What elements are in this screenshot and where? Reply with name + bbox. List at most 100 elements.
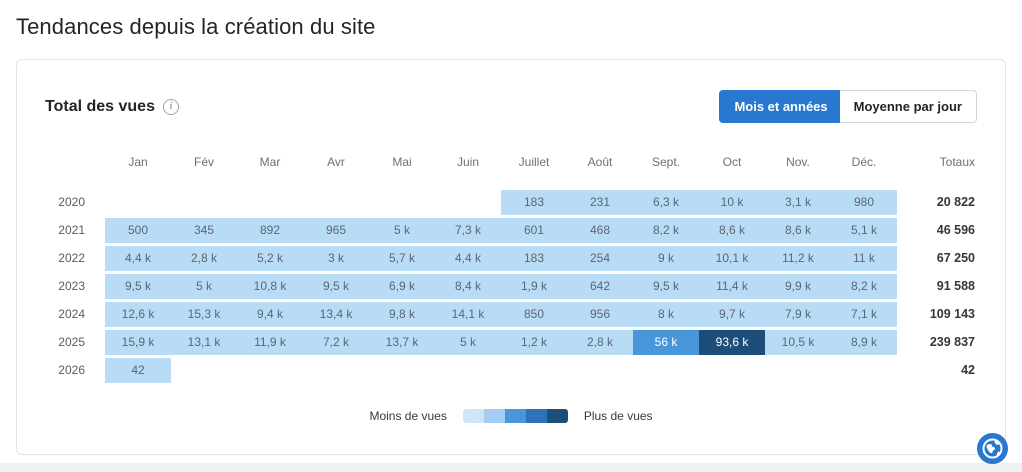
heatmap-cell: 9,4 k bbox=[237, 302, 303, 327]
month-header: Jan bbox=[128, 155, 148, 169]
heatmap-cell: 9,8 k bbox=[369, 302, 435, 327]
year-label: 2025 bbox=[58, 335, 85, 349]
month-header: Déc. bbox=[851, 155, 877, 169]
year-label: 2022 bbox=[58, 251, 85, 265]
heatmap-cell: 980 bbox=[831, 190, 897, 215]
heatmap-cell: 11,2 k bbox=[765, 246, 831, 271]
month-header: Fév bbox=[193, 155, 214, 169]
totals-header: Totaux bbox=[939, 155, 975, 169]
year-label: 2024 bbox=[58, 307, 85, 321]
month-header: Nov. bbox=[786, 155, 810, 169]
heatmap-cell: 8,4 k bbox=[435, 274, 501, 299]
heatmap-cell: 13,1 k bbox=[171, 330, 237, 355]
heatmap-cell bbox=[831, 358, 897, 383]
heatmap-cell: 10,1 k bbox=[699, 246, 765, 271]
heatmap-cell: 93,6 k bbox=[699, 330, 765, 355]
heatmap-cell bbox=[237, 190, 303, 215]
month-header: Août bbox=[587, 155, 613, 169]
heatmap-cell: 42 bbox=[105, 358, 171, 383]
heatmap-cell: 9,5 k bbox=[633, 274, 699, 299]
month-header: Sept. bbox=[651, 155, 681, 169]
heatmap-cell: 10,8 k bbox=[237, 274, 303, 299]
heatmap-cell: 7,3 k bbox=[435, 218, 501, 243]
year-label: 2026 bbox=[58, 363, 85, 377]
heatmap-cell: 850 bbox=[501, 302, 567, 327]
heatmap-cell: 7,2 k bbox=[303, 330, 369, 355]
heatmap-cell: 11,4 k bbox=[699, 274, 765, 299]
heatmap-corner bbox=[45, 155, 105, 187]
heatmap-cell: 8 k bbox=[633, 302, 699, 327]
legend-more-label: Plus de vues bbox=[583, 409, 653, 423]
heatmap-cell: 500 bbox=[105, 218, 171, 243]
heatmap-cell: 601 bbox=[501, 218, 567, 243]
heatmap-cell: 3,1 k bbox=[765, 190, 831, 215]
views-heatmap: Jan Fév Mar Avr Mai Juin Juillet Août Sept. Oct No… bbox=[45, 155, 977, 383]
heatmap-cell bbox=[567, 358, 633, 383]
legend-swatch bbox=[462, 409, 484, 423]
month-header: Juin bbox=[456, 155, 479, 169]
row-total: 91 588 bbox=[936, 279, 975, 293]
row-total: 20 822 bbox=[936, 195, 975, 209]
globe-button[interactable] bbox=[977, 433, 1008, 464]
heatmap-cell: 9,7 k bbox=[699, 302, 765, 327]
section-title: Total des vues bbox=[45, 97, 155, 115]
heatmap-cell bbox=[765, 358, 831, 383]
heatmap-cell bbox=[105, 190, 171, 215]
heatmap-cell: 5 k bbox=[369, 218, 435, 243]
legend-less-label: Moins de vues bbox=[369, 409, 447, 423]
heatmap-cell: 14,1 k bbox=[435, 302, 501, 327]
heatmap-cell: 7,9 k bbox=[765, 302, 831, 327]
heatmap-cell bbox=[435, 190, 501, 215]
year-label: 2023 bbox=[58, 279, 85, 293]
month-header: Mar bbox=[259, 155, 281, 169]
heatmap-cell: 15,3 k bbox=[171, 302, 237, 327]
heatmap-cell bbox=[171, 358, 237, 383]
heatmap-cell: 1,2 k bbox=[501, 330, 567, 355]
heatmap-cell bbox=[435, 358, 501, 383]
page-title: Tendances depuis la création du site bbox=[16, 14, 376, 39]
heatmap-cell: 183 bbox=[501, 246, 567, 271]
heatmap-cell: 345 bbox=[171, 218, 237, 243]
heatmap-cell: 8,9 k bbox=[831, 330, 897, 355]
heatmap-cell: 8,2 k bbox=[831, 274, 897, 299]
heatmap-cell bbox=[171, 190, 237, 215]
globe-icon bbox=[977, 433, 1008, 464]
heatmap-cell bbox=[237, 358, 303, 383]
toggle-average-per-day-button[interactable]: Moyenne par jour bbox=[839, 90, 977, 123]
heatmap-cell bbox=[303, 190, 369, 215]
heatmap-cell: 8,6 k bbox=[699, 218, 765, 243]
heatmap-cell: 12,6 k bbox=[105, 302, 171, 327]
heatmap-cell bbox=[303, 358, 369, 383]
info-icon[interactable]: i bbox=[162, 98, 179, 115]
view-toggle-group: Mois et années Moyenne par jour bbox=[719, 90, 977, 123]
heatmap-cell: 10,5 k bbox=[765, 330, 831, 355]
heatmap-cell: 2,8 k bbox=[567, 330, 633, 355]
heatmap-cell: 9,9 k bbox=[765, 274, 831, 299]
heatmap-cell: 6,9 k bbox=[369, 274, 435, 299]
heatmap-cell: 231 bbox=[567, 190, 633, 215]
heatmap-cell: 10 k bbox=[699, 190, 765, 215]
heatmap-cell: 965 bbox=[303, 218, 369, 243]
heatmap-cell: 15,9 k bbox=[105, 330, 171, 355]
toggle-months-years-button[interactable]: Mois et années bbox=[719, 90, 843, 123]
row-total: 42 bbox=[961, 363, 975, 377]
heatmap-legend: Moins de vues Plus de vues bbox=[17, 409, 1005, 423]
page-bottom-strip bbox=[0, 463, 1022, 472]
heatmap-cell: 7,1 k bbox=[831, 302, 897, 327]
heatmap-cell: 13,7 k bbox=[369, 330, 435, 355]
heatmap-cell: 892 bbox=[237, 218, 303, 243]
heatmap-cell bbox=[699, 358, 765, 383]
views-card: Total des vues i Mois et années Moyenne … bbox=[16, 59, 1006, 455]
heatmap-cell: 642 bbox=[567, 274, 633, 299]
heatmap-cell: 5,2 k bbox=[237, 246, 303, 271]
month-header: Oct bbox=[722, 155, 742, 169]
year-label: 2020 bbox=[58, 195, 85, 209]
legend-swatch bbox=[525, 409, 547, 423]
heatmap-cell: 956 bbox=[567, 302, 633, 327]
row-total: 67 250 bbox=[936, 251, 975, 265]
month-header: Avr bbox=[327, 155, 345, 169]
heatmap-cell: 9,5 k bbox=[303, 274, 369, 299]
heatmap-cell bbox=[369, 190, 435, 215]
heatmap-cell: 5 k bbox=[171, 274, 237, 299]
month-header: Juillet bbox=[518, 155, 550, 169]
